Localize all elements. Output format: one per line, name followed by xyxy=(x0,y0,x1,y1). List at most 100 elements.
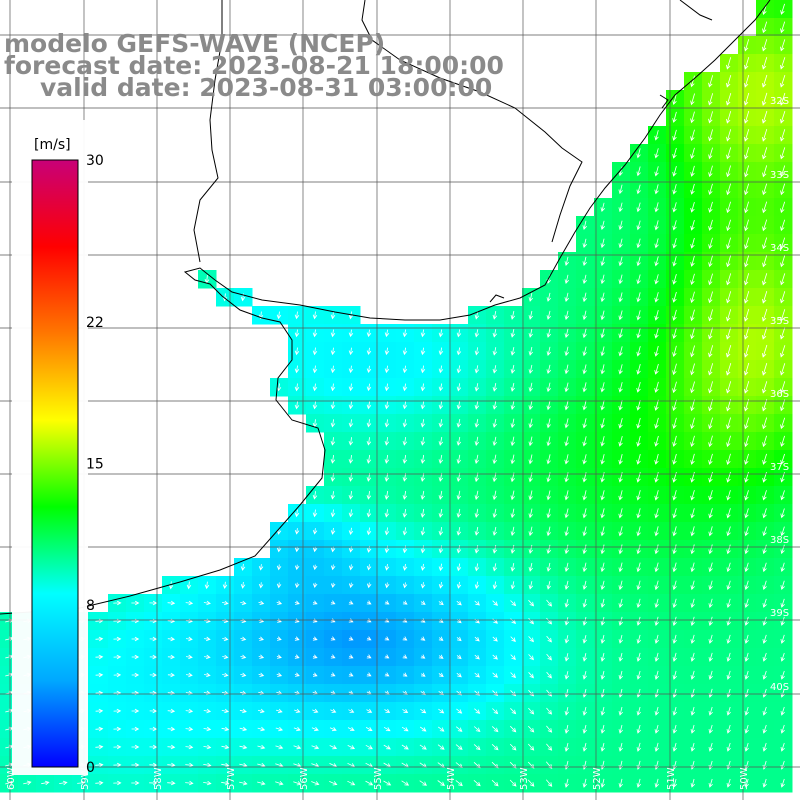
wind-arrow xyxy=(672,291,677,303)
wind-arrow xyxy=(690,598,695,608)
title-forecast-date: forecast date: 2023-08-21 18:00:00 xyxy=(4,51,504,80)
wind-arrow xyxy=(185,762,194,768)
wind-arrow xyxy=(366,708,373,713)
wind-arrow xyxy=(618,724,623,734)
wind-arrow xyxy=(95,618,104,624)
wind-arrow xyxy=(401,726,409,732)
wind-arrow xyxy=(474,600,480,606)
wind-arrow xyxy=(510,382,516,392)
wind-arrow xyxy=(491,779,499,787)
wind-arrow xyxy=(348,582,354,589)
wind-arrow xyxy=(672,526,677,537)
wind-arrow xyxy=(528,672,534,679)
wind-arrow xyxy=(726,490,731,501)
wind-arrow xyxy=(762,562,767,573)
wind-arrow xyxy=(311,745,320,750)
wind-arrow xyxy=(383,726,391,732)
wind-arrow xyxy=(654,256,659,267)
wind-arrow xyxy=(185,780,194,786)
wind-arrow xyxy=(528,490,533,501)
wind-arrow xyxy=(582,671,587,680)
wind-arrow xyxy=(312,708,319,713)
wind-arrow xyxy=(294,365,300,374)
wind-arrow xyxy=(600,508,605,519)
wind-arrow xyxy=(654,580,659,591)
wind-arrow xyxy=(762,544,767,555)
wind-arrow xyxy=(384,401,390,410)
wind-arrow xyxy=(708,327,714,340)
wind-arrow xyxy=(654,562,659,573)
wind-arrow xyxy=(312,509,318,518)
wind-arrow xyxy=(780,57,786,70)
wind-arrow xyxy=(546,292,551,302)
wind-arrow xyxy=(744,56,750,70)
wind-arrow xyxy=(492,636,498,642)
wind-arrow xyxy=(582,328,587,339)
wind-arrow xyxy=(600,706,605,716)
wind-arrow xyxy=(780,165,786,178)
wind-arrow xyxy=(654,363,659,375)
wind-arrow xyxy=(492,600,498,606)
coastline xyxy=(0,0,771,615)
wind-arrow xyxy=(762,742,767,752)
wind-arrow xyxy=(726,706,731,716)
lon-label-58W: 58W xyxy=(153,767,164,790)
wind-arrow xyxy=(780,291,786,304)
wind-arrow xyxy=(402,347,408,356)
lat-label-36S: 36S xyxy=(770,389,789,400)
wind-arrow xyxy=(690,417,695,430)
wind-arrow xyxy=(761,344,768,358)
wind-arrow xyxy=(492,672,499,678)
wind-arrow xyxy=(294,509,300,518)
wind-arrow xyxy=(780,598,785,608)
wind-arrow xyxy=(564,778,569,788)
wind-arrow xyxy=(744,219,749,232)
wind-arrow xyxy=(294,329,300,338)
wind-arrow xyxy=(221,744,230,750)
wind-arrow xyxy=(654,435,659,447)
wind-arrow xyxy=(708,165,713,178)
wind-arrow xyxy=(690,453,695,465)
wind-arrow xyxy=(618,670,623,680)
wind-arrow xyxy=(239,726,248,732)
wind-arrow xyxy=(510,544,516,554)
wind-arrow xyxy=(780,129,786,142)
wind-arrow xyxy=(185,708,194,714)
wind-arrow xyxy=(420,383,426,392)
wind-arrow xyxy=(762,273,768,286)
wind-arrow xyxy=(510,563,516,572)
wind-arrow xyxy=(510,672,516,679)
wind-arrow xyxy=(366,437,372,446)
wind-arrow xyxy=(780,670,785,680)
wind-arrow xyxy=(690,273,695,286)
wind-arrow xyxy=(762,598,767,608)
wind-arrow xyxy=(113,762,122,768)
wind-arrow xyxy=(654,345,659,357)
wind-arrow xyxy=(527,779,535,787)
wind-arrow xyxy=(420,654,426,659)
wind-arrow xyxy=(330,383,336,392)
wind-arrow xyxy=(636,616,641,626)
wind-arrow xyxy=(546,725,553,733)
wind-arrow xyxy=(348,383,354,392)
wind-arrow xyxy=(708,490,713,501)
wind-arrow xyxy=(474,383,480,392)
wind-arrow xyxy=(726,183,731,196)
wind-arrow xyxy=(636,580,641,591)
wind-arrow xyxy=(149,636,158,642)
wind-arrow xyxy=(636,742,641,752)
wind-arrow xyxy=(492,654,498,660)
wind-arrow xyxy=(420,708,427,714)
wind-arrow xyxy=(510,347,516,356)
lon-label-57W: 57W xyxy=(226,767,237,790)
wind-arrow xyxy=(708,435,713,448)
wind-arrow xyxy=(690,381,695,394)
wind-arrow xyxy=(762,580,767,590)
wind-arrow xyxy=(744,110,750,124)
wind-arrow xyxy=(726,778,731,788)
wind-arrow xyxy=(474,526,480,536)
wind-arrow xyxy=(708,706,713,716)
wind-arrow xyxy=(762,417,768,430)
wind-arrow xyxy=(708,724,713,734)
wind-arrow xyxy=(708,183,713,195)
